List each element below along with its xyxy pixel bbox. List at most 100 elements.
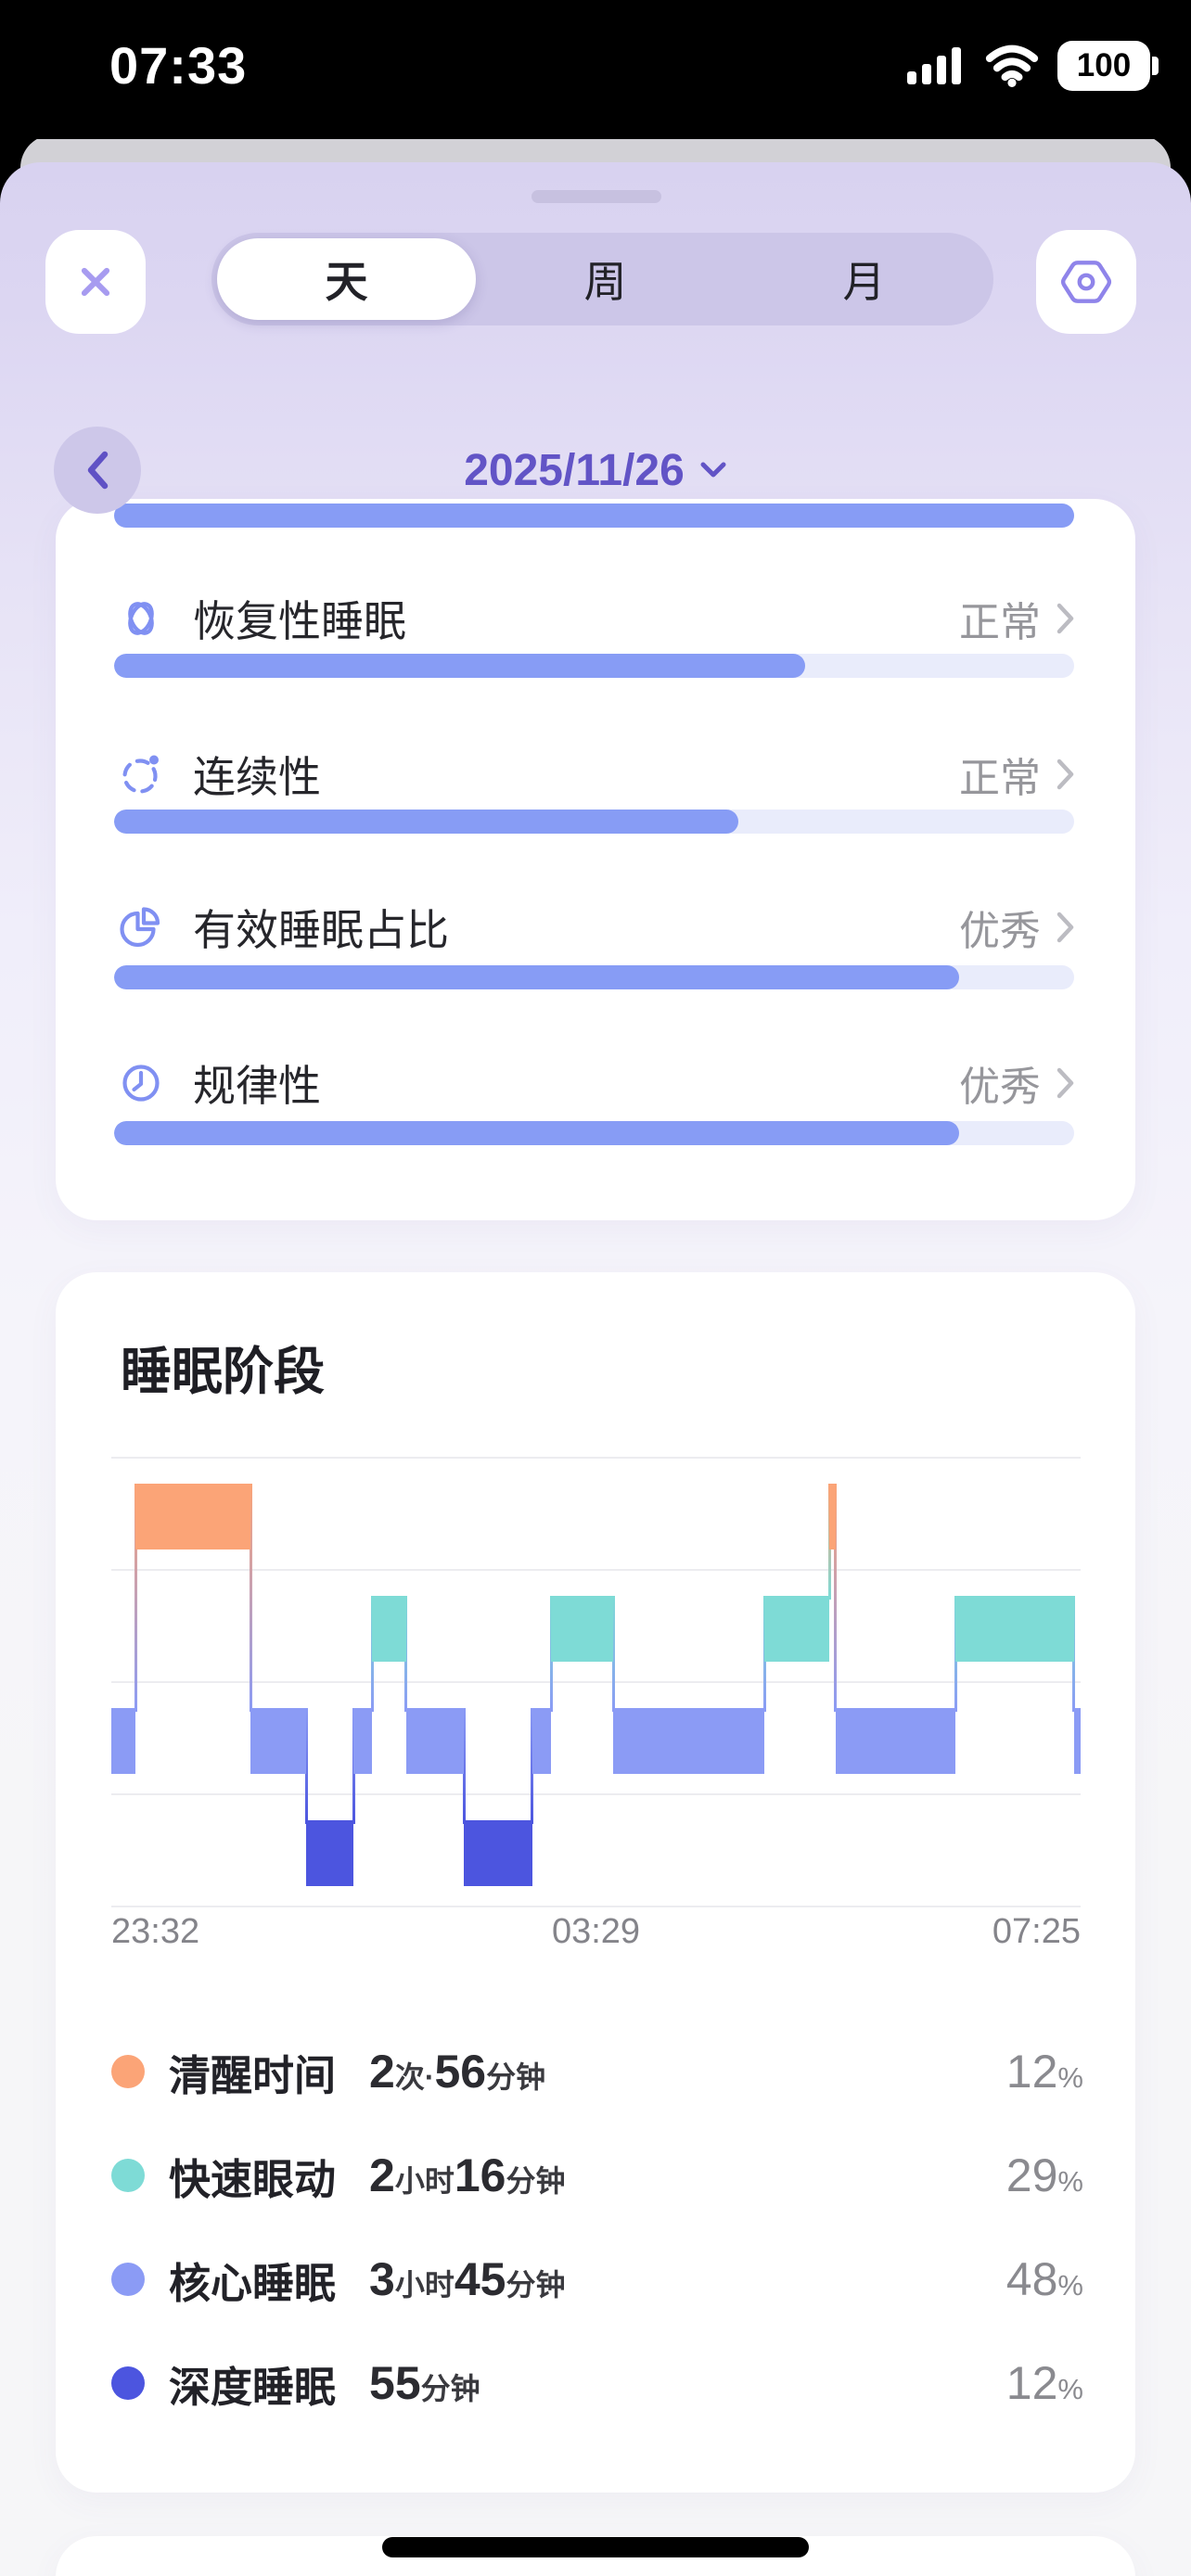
metric-status: 正常 <box>959 756 1041 801</box>
sleep-stages-card: 睡眠阶段 23:32 03:29 07:25 清醒时间 2 次 · 56 分钟 12% 快速眼… <box>56 1272 1135 2493</box>
stage-transition-line <box>611 1596 615 1712</box>
legend-dot-rem <box>111 2159 145 2192</box>
stage-transition-line <box>462 1708 466 1824</box>
chevron-right-icon <box>1056 911 1076 944</box>
current-date: 2025/11/26 <box>464 445 685 495</box>
battery-level: 100 <box>1076 47 1132 83</box>
regularity-icon <box>115 1057 167 1109</box>
stage-segment-deep <box>306 1820 354 1886</box>
legend-label: 核心睡眠 <box>169 2259 337 2307</box>
stage-transition-line <box>134 1484 137 1712</box>
legend-value: 55 分钟 <box>369 2357 480 2409</box>
stage-transition-line <box>834 1484 838 1712</box>
stage-legend: 清醒时间 2 次 · 56 分钟 12% 快速眼动 2 小时 16 分钟 29% 核心睡眠 3 小时 45 分… <box>111 2039 1083 2455</box>
wifi-icon <box>985 45 1039 87</box>
stage-transition-line <box>249 1484 252 1712</box>
home-indicator[interactable] <box>382 2537 809 2557</box>
stage-segment-deep <box>464 1820 532 1886</box>
stage-segment-rem <box>551 1596 614 1662</box>
legend-row-awake: 清醒时间 2 次 · 56 分钟 12% <box>111 2039 1083 2104</box>
battery-icon: 100 <box>1057 41 1159 91</box>
continuity-icon <box>115 748 167 800</box>
tab-week[interactable]: 周 <box>583 258 627 306</box>
metric-label: 有效睡眠占比 <box>193 906 449 954</box>
chevron-right-icon <box>1056 602 1076 635</box>
metric-progress-bar <box>114 965 1074 989</box>
chart-gridline <box>111 1793 1081 1795</box>
stage-transition-line <box>304 1708 308 1824</box>
metric-label: 规律性 <box>193 1062 321 1110</box>
legend-dot-awake <box>111 2055 145 2088</box>
metric-row-2[interactable]: 连续性 正常 <box>115 745 1076 804</box>
sleep-quality-card: 恢复性睡眠 正常 连续性 正常 有效睡眠占比 优秀 规律性 优秀 <box>56 499 1135 1220</box>
metric-status: 优秀 <box>959 1065 1041 1110</box>
legend-percent: 12% <box>1005 2357 1083 2409</box>
legend-percent: 29% <box>1005 2149 1083 2201</box>
tab-month[interactable]: 月 <box>842 258 886 306</box>
metric-progress-bar <box>114 810 1074 834</box>
close-icon <box>81 267 110 297</box>
metric-status: 正常 <box>959 600 1041 645</box>
chevron-left-icon <box>87 451 109 490</box>
stage-segment-core <box>835 1708 956 1774</box>
legend-label: 清醒时间 <box>169 2051 337 2099</box>
hypnogram-chart <box>111 1457 1081 1907</box>
hexagon-settings-icon <box>1060 261 1112 303</box>
stage-segment-rem <box>764 1596 830 1662</box>
chart-gridline <box>111 1906 1081 1907</box>
metric-row-3[interactable]: 有效睡眠占比 优秀 <box>115 898 1076 957</box>
metric-progress-bar <box>114 1121 1074 1145</box>
stage-segment-core <box>613 1708 765 1774</box>
stage-segment-rem <box>372 1596 406 1662</box>
cellular-signal-icon <box>907 47 961 84</box>
stage-transition-line <box>1072 1596 1076 1712</box>
period-segmented-control: 天 周 月 <box>211 233 993 325</box>
metric-label: 连续性 <box>193 753 321 801</box>
tab-day[interactable]: 天 <box>217 238 476 320</box>
legend-row-rem: 快速眼动 2 小时 16 分钟 29% <box>111 2143 1083 2208</box>
stage-segment-rem <box>955 1596 1074 1662</box>
previous-day-button[interactable] <box>54 427 141 514</box>
status-time: 07:33 <box>109 36 248 95</box>
status-bar: 07:33 100 <box>0 0 1191 139</box>
stage-segment-core <box>250 1708 307 1774</box>
stage-segment-core <box>353 1708 373 1774</box>
metric-progress-bar <box>114 654 1074 678</box>
metric-label: 恢复性睡眠 <box>193 597 406 645</box>
x-axis-ticks: 23:32 03:29 07:25 <box>111 1912 1081 1953</box>
close-button[interactable] <box>45 230 146 334</box>
date-selector[interactable]: 2025/11/26 <box>0 427 1191 514</box>
x-tick-label: 07:25 <box>992 1912 1081 1951</box>
stage-segment-core <box>1073 1708 1081 1774</box>
effective-sleep-icon <box>115 901 167 953</box>
stage-segment-awake <box>135 1484 251 1549</box>
legend-percent: 48% <box>1005 2253 1083 2305</box>
legend-value: 2 小时 16 分钟 <box>369 2149 566 2201</box>
legend-percent: 12% <box>1005 2046 1083 2098</box>
legend-value: 3 小时 45 分钟 <box>369 2253 566 2305</box>
chart-gridline <box>111 1457 1081 1459</box>
card-title: 睡眠阶段 <box>121 1343 326 1400</box>
metric-row-1[interactable]: 恢复性睡眠 正常 <box>115 589 1076 648</box>
metric-status: 优秀 <box>959 909 1041 954</box>
stage-segment-core <box>111 1708 136 1774</box>
x-tick-label: 23:32 <box>111 1912 200 1951</box>
legend-label: 深度睡眠 <box>169 2363 337 2411</box>
chart-gridline <box>111 1569 1081 1571</box>
stage-segment-awake <box>829 1484 836 1549</box>
metric-row-4[interactable]: 规律性 优秀 <box>115 1053 1076 1113</box>
settings-button[interactable] <box>1036 230 1136 334</box>
chevron-right-icon <box>1056 1066 1076 1100</box>
legend-dot-deep <box>111 2366 145 2400</box>
clipped-progress-bar <box>114 504 1074 528</box>
sheet-drag-handle[interactable] <box>531 190 661 203</box>
legend-row-core: 核心睡眠 3 小时 45 分钟 48% <box>111 2247 1083 2312</box>
x-tick-label: 03:29 <box>551 1912 641 1951</box>
restorative-sleep-icon <box>115 593 167 644</box>
legend-dot-core <box>111 2263 145 2296</box>
legend-row-deep: 深度睡眠 55 分钟 12% <box>111 2351 1083 2416</box>
chevron-down-icon <box>700 462 726 478</box>
chart-gridline <box>111 1681 1081 1683</box>
